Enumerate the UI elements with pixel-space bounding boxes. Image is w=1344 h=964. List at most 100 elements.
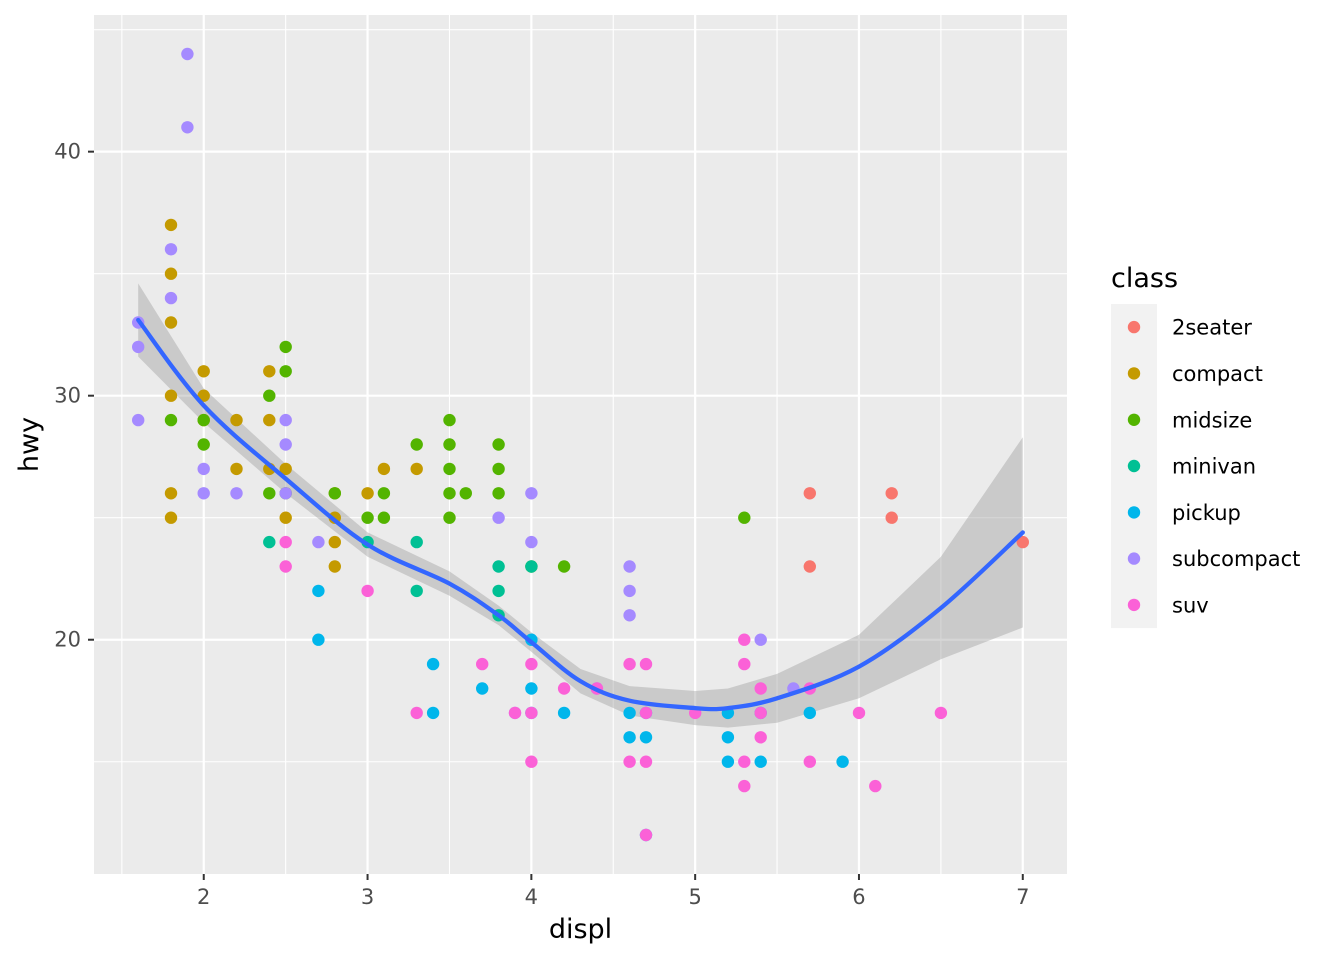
data-point-pickup [721,755,735,768]
data-point-suv [508,706,522,720]
data-point-midsize [443,438,456,451]
legend-key-suv [1127,598,1141,612]
data-point-minivan [525,560,538,573]
data-point-subcompact [230,487,243,500]
data-point-suv [361,584,374,598]
data-point-subcompact [279,413,292,427]
y-axis: 20 30 40 [54,140,94,652]
data-point-compact [197,365,210,378]
legend-label-2seater: 2seater [1172,316,1252,340]
data-point-compact [164,389,178,402]
x-tick-label: 6 [852,885,865,909]
x-tick-label: 4 [525,885,538,909]
data-point-subcompact [164,291,178,305]
data-point-midsize [459,487,472,500]
data-point-midsize [377,487,391,500]
data-point-subcompact [492,511,505,524]
data-point-suv [738,633,751,646]
data-point-minivan [410,535,423,549]
data-point-compact [279,462,292,476]
x-tick-label: 7 [1016,885,1029,909]
data-point-midsize [164,413,178,427]
data-point-midsize [492,487,505,500]
data-point-suv [639,657,653,671]
data-point-subcompact [623,584,636,598]
data-point-pickup [623,731,636,744]
data-point-2seater [885,487,898,500]
data-point-midsize [557,560,571,573]
legend-entries: 2seater compact midsize minivan pickup subcom… [1127,316,1300,617]
data-point-suv [557,682,571,695]
data-point-suv [754,706,767,720]
data-point-minivan [492,560,505,573]
data-point-midsize [263,487,276,500]
data-point-subcompact [312,535,325,549]
data-point-compact [263,413,276,427]
x-tick-label: 2 [197,885,210,909]
data-point-suv [754,731,767,744]
data-point-midsize [263,389,276,402]
x-tick-label: 3 [361,885,374,909]
data-point-subcompact [279,487,292,500]
data-point-suv [639,706,653,720]
data-point-compact [410,462,423,476]
plot-panel [94,15,1067,874]
data-point-suv [934,706,948,720]
y-tick-label: 20 [54,628,81,652]
data-point-subcompact [525,535,538,549]
data-point-compact [197,389,210,402]
data-point-midsize [492,438,505,451]
data-point-compact [328,560,341,573]
y-tick-label: 30 [54,384,81,408]
data-point-2seater [1016,535,1029,549]
legend-label-minivan: minivan [1172,455,1256,479]
legend-key-compact [1127,367,1141,380]
data-point-compact [377,462,391,476]
data-point-midsize [738,511,751,524]
data-point-pickup [312,584,325,598]
legend-label-suv: suv [1172,593,1209,617]
data-point-subcompact [197,462,210,476]
legend-key-pickup [1127,506,1141,519]
data-point-suv [869,779,882,793]
legend: class 2seater compact midsize minivan pickup… [1111,263,1300,629]
data-point-suv [852,706,866,720]
data-point-suv [639,828,653,842]
data-point-subcompact [132,340,145,354]
data-point-pickup [754,755,767,768]
data-point-2seater [803,487,816,500]
data-point-pickup [623,706,636,720]
data-point-suv [623,657,636,671]
data-point-2seater [803,560,816,573]
legend-label-compact: compact [1172,362,1263,386]
data-point-midsize [410,438,423,451]
y-axis-title: hwy [14,417,45,472]
data-point-pickup [426,657,440,671]
x-axis: 2 3 4 5 6 7 [197,874,1029,909]
legend-key-midsize [1127,413,1141,426]
data-point-subcompact [197,487,210,500]
data-point-midsize [279,365,292,378]
data-point-subcompact [279,438,292,451]
data-point-suv [279,535,292,549]
data-point-suv [754,682,767,695]
legend-key-2seater [1127,320,1141,334]
data-point-subcompact [132,413,145,427]
data-point-suv [476,657,489,671]
data-point-subcompact [164,243,178,256]
data-point-subcompact [754,633,767,646]
data-point-pickup [476,682,489,695]
data-point-minivan [492,584,505,598]
legend-title: class [1111,263,1178,294]
data-point-subcompact [181,47,194,61]
data-point-compact [263,365,276,378]
data-point-suv [738,657,751,671]
x-tick-label: 5 [688,885,701,909]
panel-background [94,15,1067,874]
data-point-suv [525,706,538,720]
data-point-compact [361,487,374,500]
data-point-midsize [443,413,456,427]
data-point-pickup [721,731,735,744]
data-point-suv [410,706,423,720]
